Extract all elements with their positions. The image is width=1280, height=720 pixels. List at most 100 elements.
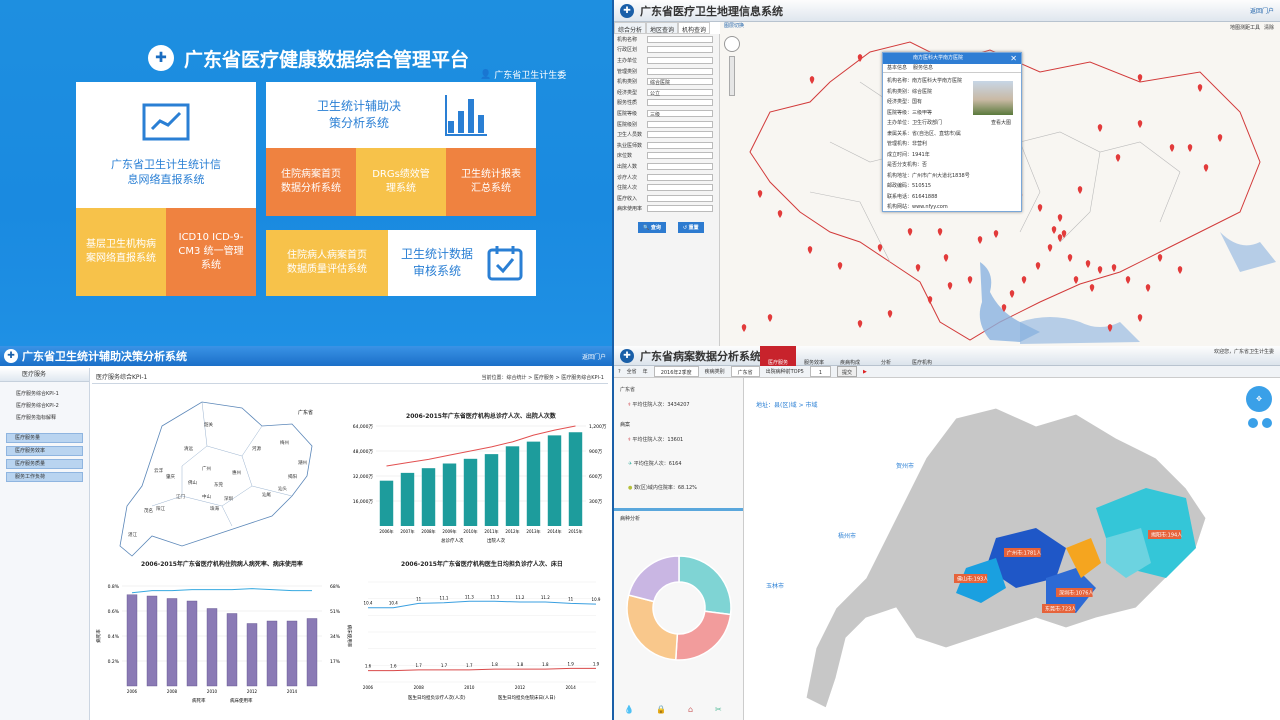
bar[interactable] xyxy=(246,623,258,687)
hospital-pin[interactable] xyxy=(947,282,953,290)
tile-report[interactable]: 卫生统计报表汇总系统 xyxy=(446,148,536,216)
hospital-pin[interactable] xyxy=(943,254,949,262)
zoom-out-button[interactable] xyxy=(1262,418,1272,428)
period-option[interactable]: 年 xyxy=(642,369,648,375)
callout-box[interactable] xyxy=(1056,588,1093,597)
nav-disease[interactable]: 疾病构成 xyxy=(839,360,860,366)
hospital-pin[interactable] xyxy=(907,228,913,236)
period-select[interactable]: 2016年2季度 xyxy=(653,366,699,377)
hospital-pin[interactable] xyxy=(1125,276,1131,284)
hospital-pin[interactable] xyxy=(1051,226,1057,234)
hospital-pin[interactable] xyxy=(1115,154,1121,162)
hospital-pin[interactable] xyxy=(1001,304,1007,312)
callout-box[interactable] xyxy=(1042,604,1076,613)
portal-user[interactable]: 👤 广东省卫生计生委 xyxy=(480,68,566,82)
bar[interactable] xyxy=(266,620,278,687)
guangdong-heatmap[interactable]: 广州市:1781人 佛山市:193人 深圳市:1076人 揭阳市:194人 东莞市:72… xyxy=(746,378,1280,720)
measure-tool-link[interactable]: 地图测距工具 xyxy=(1229,25,1260,31)
map-city[interactable]: 汕头 xyxy=(278,485,287,492)
hospital-pin[interactable] xyxy=(915,264,921,272)
bar[interactable] xyxy=(286,620,298,687)
region-select[interactable]: 广东省 xyxy=(730,366,760,377)
scope-option[interactable]: 全省 xyxy=(626,369,637,375)
series-line[interactable] xyxy=(368,667,596,672)
hospital-pin[interactable] xyxy=(927,296,933,304)
form-input[interactable] xyxy=(647,99,713,107)
gis-home-link[interactable]: 返回门户 xyxy=(1249,8,1274,15)
hospital-pin[interactable] xyxy=(1061,230,1067,238)
decision-home-link[interactable]: 返回门户 xyxy=(581,354,606,361)
map-city[interactable]: 潮州 xyxy=(298,459,307,466)
sidebar-item-kpi2[interactable]: 医疗服务综合KPI-2 xyxy=(16,403,59,409)
map-city[interactable]: 广州 xyxy=(202,465,211,472)
form-input[interactable]: 综合医院 xyxy=(647,78,713,86)
hospital-pin[interactable] xyxy=(1137,74,1143,82)
map-city[interactable]: 阳江 xyxy=(156,505,165,512)
bar[interactable] xyxy=(568,432,583,526)
map-city[interactable]: 中山 xyxy=(202,493,211,500)
hospital-pin[interactable] xyxy=(757,190,763,198)
bar[interactable] xyxy=(505,446,520,526)
form-input[interactable] xyxy=(647,194,713,202)
map-city[interactable]: 江门 xyxy=(176,493,185,500)
zoom-slider[interactable] xyxy=(729,56,735,96)
form-input[interactable]: 三级 xyxy=(647,109,713,118)
hospital-pin[interactable] xyxy=(887,310,893,318)
tab-overall[interactable]: 综合分析 xyxy=(614,22,647,34)
map-city[interactable]: 茂名 xyxy=(144,507,153,514)
reset-button[interactable]: ↺ 重置 xyxy=(677,222,704,233)
hospital-pin[interactable] xyxy=(1037,204,1043,212)
hospital-pin[interactable] xyxy=(967,276,973,284)
search-button[interactable]: 🔍 查询 xyxy=(638,222,666,233)
nav-institutions[interactable]: 医疗机构 xyxy=(911,360,932,366)
home-icon[interactable]: ⌂ xyxy=(687,705,694,714)
sidebar-item-kpi1[interactable]: 医疗服务综合KPI-1 xyxy=(16,391,59,397)
tile-decision[interactable]: 卫生统计辅助决策分析系统 xyxy=(266,82,536,148)
map-city[interactable]: 清远 xyxy=(184,445,193,452)
hospital-pin[interactable] xyxy=(1169,144,1175,152)
callout-box[interactable] xyxy=(1148,530,1182,539)
hospital-pin[interactable] xyxy=(1157,254,1163,262)
bar[interactable] xyxy=(306,618,318,687)
hospital-pin[interactable] xyxy=(1137,120,1143,128)
view-photo-link[interactable]: 查看大图 xyxy=(990,120,1011,126)
hospital-pin[interactable] xyxy=(767,314,773,322)
hospital-pin[interactable] xyxy=(809,76,815,84)
map-city[interactable]: 深圳 xyxy=(224,495,233,502)
top5-input[interactable]: 1 xyxy=(809,366,831,377)
hospital-pin[interactable] xyxy=(1085,260,1091,268)
hospital-pin[interactable] xyxy=(1009,290,1015,298)
tile-audit[interactable]: 卫生统计数据审核系统 xyxy=(388,230,536,296)
bar[interactable] xyxy=(206,608,218,687)
nav-service[interactable]: 医疗服务 xyxy=(760,346,796,366)
youtube-icon[interactable]: ▶ xyxy=(863,369,867,375)
tile-quality[interactable]: 住院病人病案首页数据质量评估系统 xyxy=(266,230,388,296)
map-city[interactable]: 惠州 xyxy=(232,469,241,476)
map-city[interactable]: 东莞 xyxy=(214,481,223,488)
form-input[interactable] xyxy=(647,56,713,64)
bar[interactable] xyxy=(484,454,499,526)
form-input[interactable] xyxy=(647,67,713,75)
sidebar-item-explain[interactable]: 医疗服务指标解释 xyxy=(16,415,57,421)
bar[interactable] xyxy=(146,595,158,687)
form-input[interactable] xyxy=(647,162,713,170)
hospital-pin[interactable] xyxy=(993,230,999,238)
tile-netreport[interactable]: 广东省卫生计生统计信息网络直报系统 xyxy=(76,82,256,208)
callout-box[interactable] xyxy=(1004,548,1041,557)
hospital-photo[interactable] xyxy=(973,81,1013,115)
bar[interactable] xyxy=(547,435,562,526)
hospital-pin[interactable] xyxy=(1057,214,1063,222)
map-city[interactable]: 珠海 xyxy=(210,505,219,512)
submit-button[interactable]: 提交 xyxy=(837,366,858,377)
form-input[interactable] xyxy=(647,46,713,54)
hospital-pin[interactable] xyxy=(1089,284,1095,292)
form-input[interactable] xyxy=(647,141,713,149)
hospital-pin[interactable] xyxy=(837,262,843,270)
map-city[interactable]: 揭阳 xyxy=(288,473,297,480)
hospital-pin[interactable] xyxy=(1097,124,1103,132)
pan-control[interactable]: ✥ xyxy=(1246,386,1272,412)
map-city[interactable]: 梅州 xyxy=(280,439,289,446)
pie-slice[interactable] xyxy=(678,555,732,616)
hospital-pin[interactable] xyxy=(1097,266,1103,274)
hospital-pin[interactable] xyxy=(1203,164,1209,172)
